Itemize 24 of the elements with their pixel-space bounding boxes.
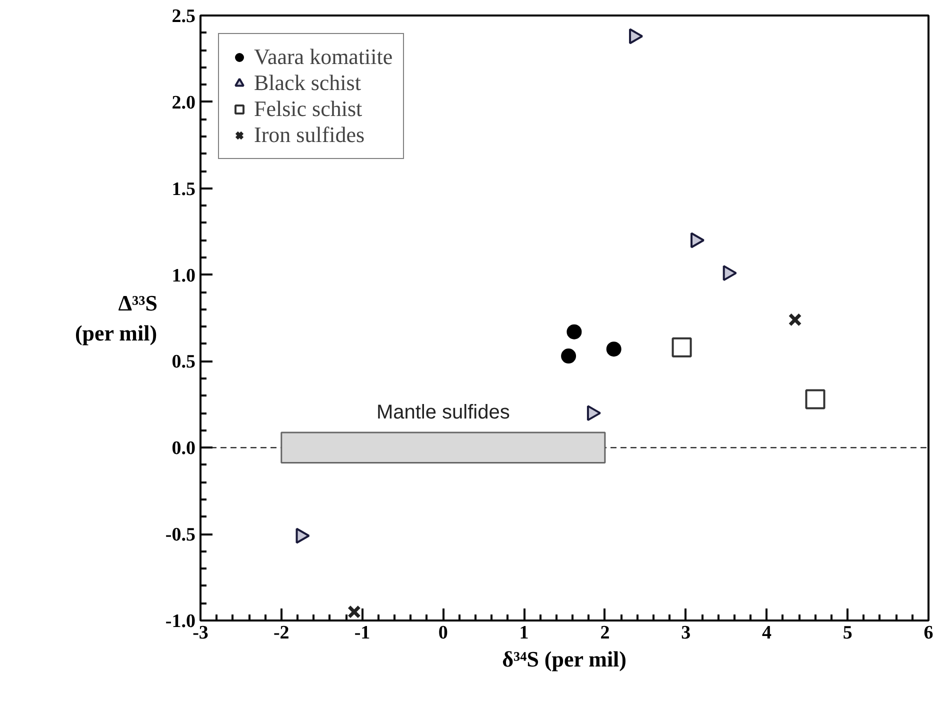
legend-label: Iron sulfides xyxy=(254,122,365,148)
x-axis-title: δ³⁴S (per mil) xyxy=(502,646,627,672)
band-label: Mantle sulfides xyxy=(376,401,510,424)
x-tick-label: -2 xyxy=(273,622,290,644)
x-tick-label: 5 xyxy=(842,622,852,644)
y-tick-label: -0.5 xyxy=(165,524,196,546)
y-tick-label: 1.5 xyxy=(172,178,196,200)
y-tick-label: -1.0 xyxy=(165,611,196,632)
y-tick-label: 2.5 xyxy=(172,6,196,27)
x-tick-label: 3 xyxy=(681,622,691,644)
y-tick-label: 1.0 xyxy=(172,265,196,286)
x-tick-label: 2 xyxy=(600,622,610,644)
y-tick-label: 0.5 xyxy=(172,352,196,373)
x-tick-label: 6 xyxy=(924,622,934,644)
y-tick-label: 0.0 xyxy=(172,438,196,460)
y-axis-title: Δ³³S (per mil) xyxy=(74,290,158,346)
legend-label: Vaara komatiite xyxy=(254,44,393,70)
legend-label: Felsic schist xyxy=(254,96,362,122)
x-tick-label: -1 xyxy=(354,622,370,644)
y-tick-label: 2.0 xyxy=(172,92,196,114)
x-tick-label: 0 xyxy=(438,622,448,644)
legend-label: Black schist xyxy=(254,70,361,96)
x-tick-label: 1 xyxy=(519,622,529,644)
x-tick-label: 4 xyxy=(762,622,772,644)
